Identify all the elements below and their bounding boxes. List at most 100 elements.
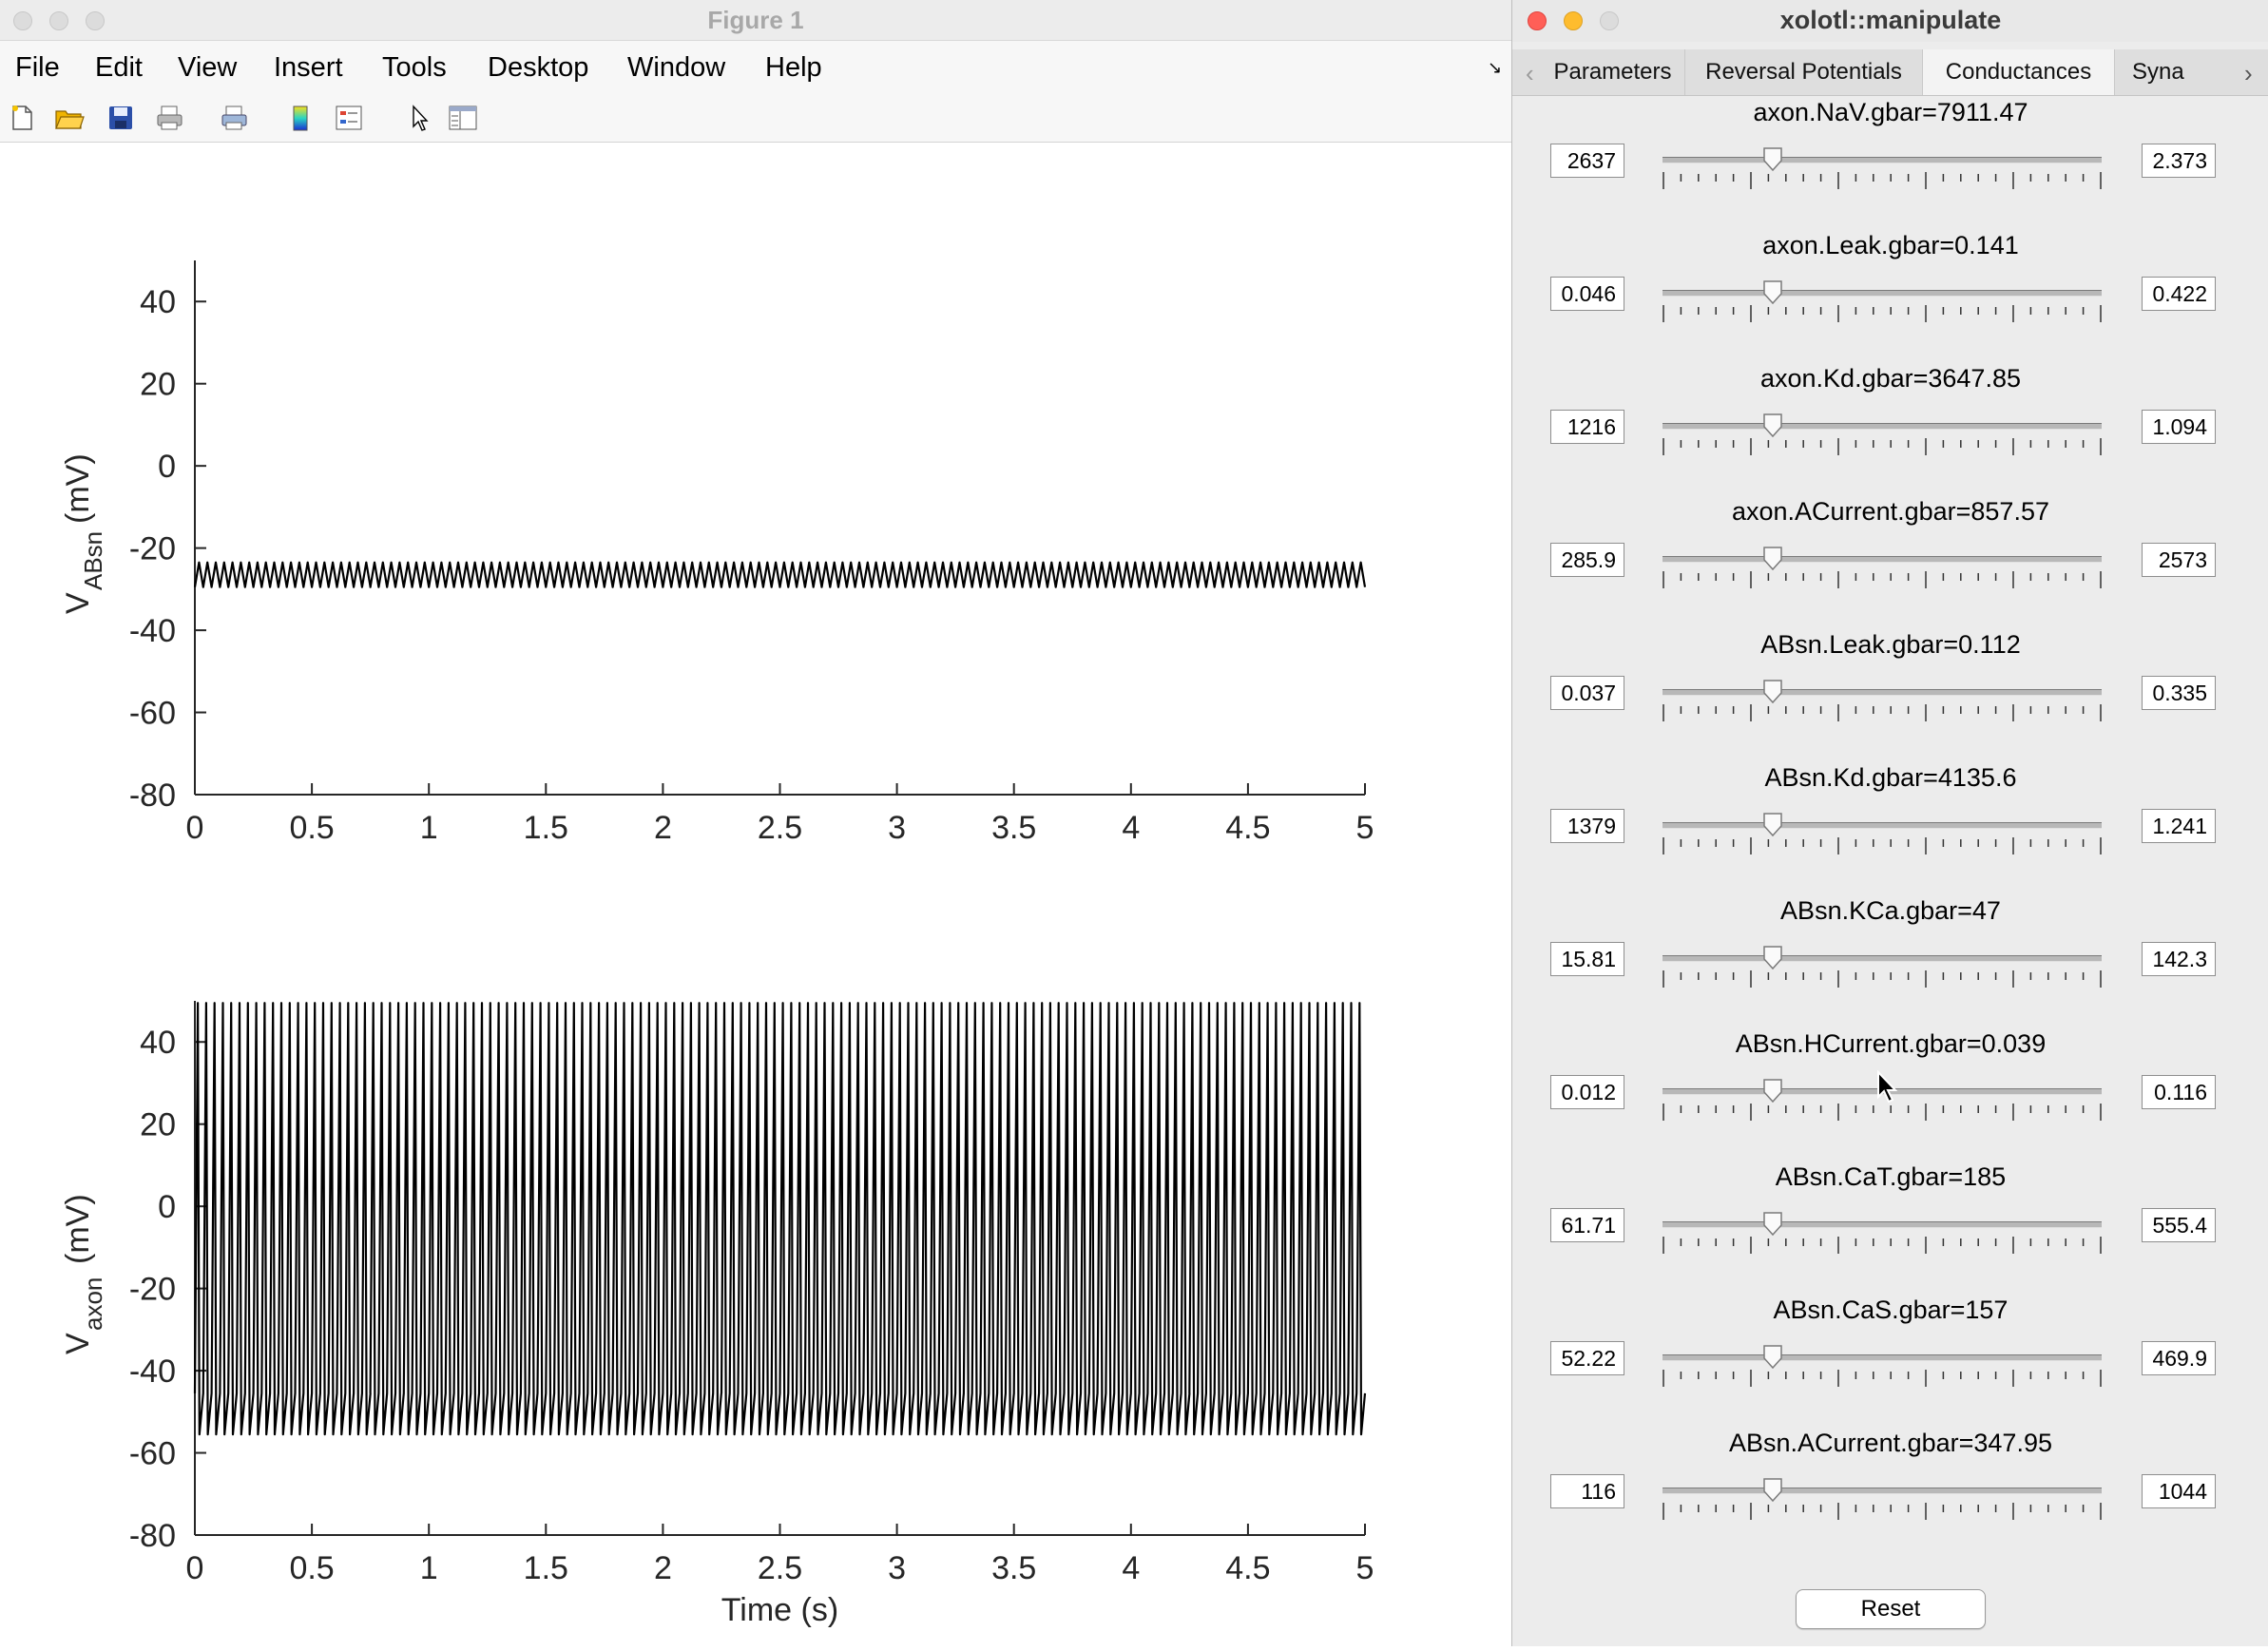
menu-view[interactable]: View <box>178 52 238 83</box>
slider-label: axon.Kd.gbar=3647.85 <box>1760 364 2021 393</box>
slider-min-field[interactable]: 61.71 <box>1550 1208 1624 1242</box>
slider-track[interactable] <box>1663 157 2102 163</box>
minimize-icon[interactable] <box>49 11 68 30</box>
slider-thumb[interactable] <box>1762 280 1783 305</box>
slider-max-field[interactable]: 1.241 <box>2142 809 2216 843</box>
slider-thumb[interactable] <box>1762 1079 1783 1104</box>
x-tick-label: 1 <box>420 1550 438 1586</box>
slider-max-field[interactable]: 2573 <box>2142 543 2216 577</box>
slider[interactable] <box>1663 1345 2102 1392</box>
tab-reversal-potentials[interactable]: Reversal Potentials <box>1685 49 1923 95</box>
slider-track[interactable] <box>1663 1354 2102 1361</box>
slider-min-field[interactable]: 116 <box>1550 1474 1624 1508</box>
slider-thumb[interactable] <box>1762 147 1783 172</box>
slider-max-field[interactable]: 0.335 <box>2142 676 2216 710</box>
slider-min-field[interactable]: 0.012 <box>1550 1075 1624 1109</box>
tab-synapses[interactable]: Syna <box>2132 59 2184 85</box>
slider-thumb[interactable] <box>1762 1478 1783 1503</box>
slider-track[interactable] <box>1663 822 2102 829</box>
slider-max-field[interactable]: 1044 <box>2142 1474 2216 1508</box>
close-icon[interactable] <box>1528 11 1547 30</box>
slider-min-field[interactable]: 0.046 <box>1550 277 1624 311</box>
colorbar-icon[interactable] <box>284 102 317 134</box>
slider-row: axon.ACurrent.gbar=857.57 285.9 2573 <box>1512 495 2268 628</box>
slider-label: axon.NaV.gbar=7911.47 <box>1753 98 2028 126</box>
slider-track[interactable] <box>1663 1221 2102 1228</box>
slider[interactable] <box>1663 1478 2102 1526</box>
slider[interactable] <box>1663 147 2102 195</box>
voltage-trace-series <box>193 1002 1367 1436</box>
slider-max-field[interactable]: 0.116 <box>2142 1075 2216 1109</box>
zoom-icon[interactable] <box>1600 11 1619 30</box>
slider-max-field[interactable]: 555.4 <box>2142 1208 2216 1242</box>
slider-max-field[interactable]: 469.9 <box>2142 1341 2216 1375</box>
slider-max-field[interactable]: 142.3 <box>2142 942 2216 976</box>
y-tick-label: -60 <box>129 696 176 732</box>
dock-arrow-icon[interactable]: ↘ <box>1488 58 1503 77</box>
slider-min-field[interactable]: 2637 <box>1550 144 1624 178</box>
reset-button[interactable]: Reset <box>1796 1589 1986 1629</box>
slider[interactable] <box>1663 680 2102 727</box>
menu-file[interactable]: File <box>15 52 60 83</box>
slider[interactable] <box>1663 280 2102 328</box>
slider-track[interactable] <box>1663 290 2102 297</box>
slider-thumb[interactable] <box>1762 413 1783 438</box>
slider-track[interactable] <box>1663 556 2102 563</box>
slider-max-field[interactable]: 0.422 <box>2142 277 2216 311</box>
slider-min-field[interactable]: 52.22 <box>1550 1341 1624 1375</box>
close-icon[interactable] <box>13 11 32 30</box>
slider[interactable] <box>1663 547 2102 594</box>
slider-thumb[interactable] <box>1762 547 1783 571</box>
slider-thumb[interactable] <box>1762 1212 1783 1237</box>
slider-min-field[interactable]: 15.81 <box>1550 942 1624 976</box>
slider-thumb[interactable] <box>1762 680 1783 704</box>
slider-track[interactable] <box>1663 955 2102 962</box>
manipulate-window: xolotl::manipulate ‹ Parameters Reversal… <box>1511 0 2268 1646</box>
print-preview-icon[interactable] <box>219 102 251 134</box>
slider-thumb[interactable] <box>1762 1345 1783 1370</box>
pointer-icon[interactable] <box>403 102 435 134</box>
menu-tools[interactable]: Tools <box>382 52 447 83</box>
property-inspector-icon[interactable] <box>447 102 479 134</box>
minimize-icon[interactable] <box>1564 11 1583 30</box>
x-tick-label: 3 <box>888 810 906 846</box>
slider[interactable] <box>1663 1212 2102 1259</box>
slider-max-field[interactable]: 2.373 <box>2142 144 2216 178</box>
slider-min-field[interactable]: 1379 <box>1550 809 1624 843</box>
menu-window[interactable]: Window <box>627 52 726 83</box>
slider-thumb[interactable] <box>1762 813 1783 837</box>
slider-min-field[interactable]: 285.9 <box>1550 543 1624 577</box>
menu-edit[interactable]: Edit <box>95 52 143 83</box>
print-icon[interactable] <box>154 102 186 134</box>
x-axis-label: Time (s) <box>721 1592 838 1628</box>
slider[interactable] <box>1663 813 2102 860</box>
x-tick-label: 1 <box>420 810 438 846</box>
slider-ticks <box>1663 172 2102 189</box>
y-tick-label: 40 <box>140 284 176 320</box>
slider-row: ABsn.Kd.gbar=4135.6 1379 1.241 <box>1512 761 2268 894</box>
tab-conductances[interactable]: Conductances <box>1923 49 2115 95</box>
slider[interactable] <box>1663 413 2102 461</box>
slider-min-field[interactable]: 1216 <box>1550 410 1624 444</box>
chevron-left-icon[interactable]: ‹ <box>1526 59 1534 87</box>
y-tick-label: -20 <box>129 531 176 567</box>
tab-parameters[interactable]: Parameters <box>1541 49 1685 95</box>
menu-help[interactable]: Help <box>765 52 822 83</box>
menu-desktop[interactable]: Desktop <box>488 52 589 83</box>
slider-min-field[interactable]: 0.037 <box>1550 676 1624 710</box>
new-figure-icon[interactable] <box>6 102 38 134</box>
legend-icon[interactable] <box>333 102 365 134</box>
open-file-icon[interactable] <box>53 102 86 134</box>
slider-thumb[interactable] <box>1762 946 1783 970</box>
slider-max-field[interactable]: 1.094 <box>2142 410 2216 444</box>
menu-insert[interactable]: Insert <box>274 52 343 83</box>
zoom-icon[interactable] <box>86 11 105 30</box>
save-icon[interactable] <box>105 102 137 134</box>
slider-track[interactable] <box>1663 423 2102 430</box>
chevron-right-icon[interactable]: › <box>2244 59 2253 87</box>
slider-track[interactable] <box>1663 689 2102 696</box>
slider-track[interactable] <box>1663 1488 2102 1494</box>
slider-row: ABsn.Leak.gbar=0.112 0.037 0.335 <box>1512 628 2268 761</box>
slider[interactable] <box>1663 946 2102 993</box>
slider-ticks <box>1663 837 2102 854</box>
